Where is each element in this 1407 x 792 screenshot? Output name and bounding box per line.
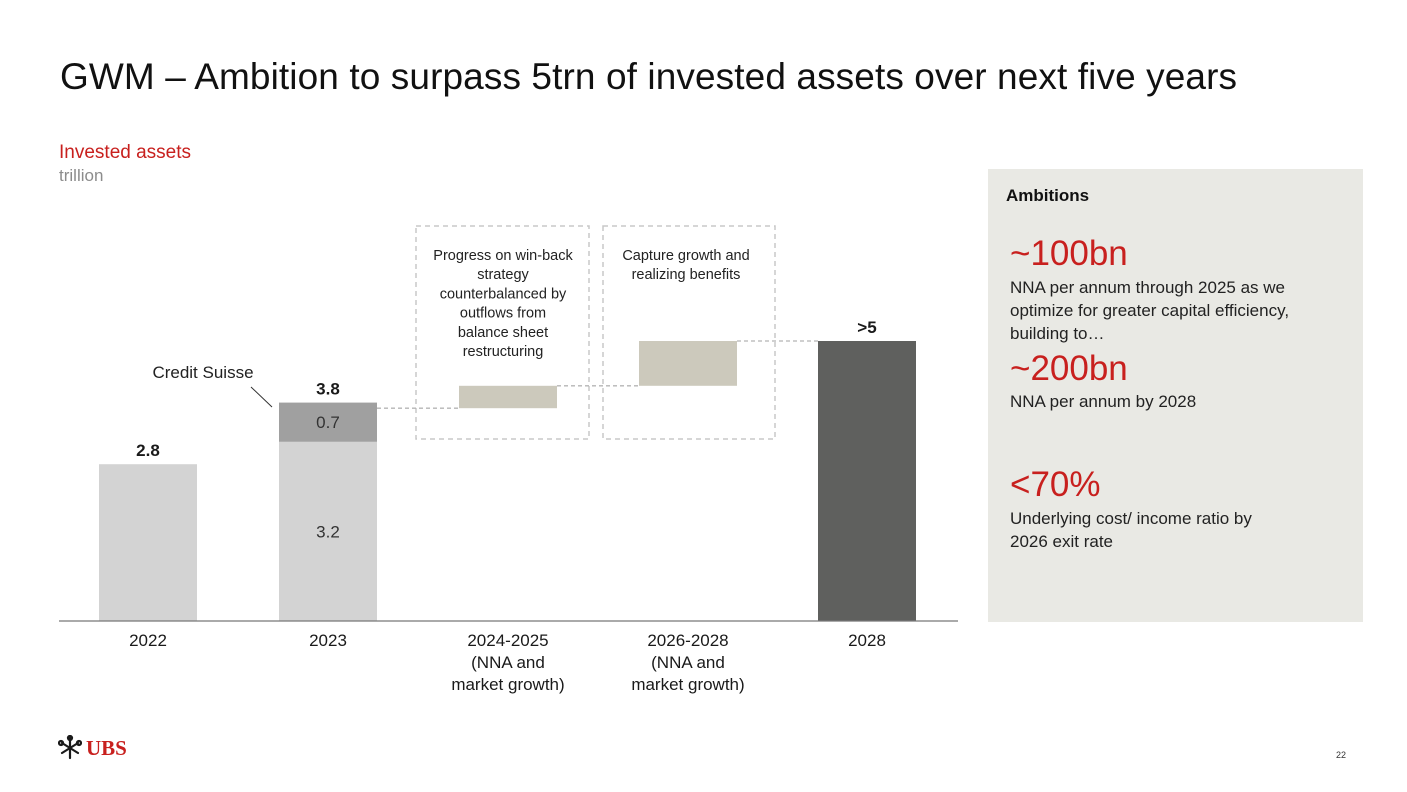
bar-2022 [99, 464, 197, 621]
x-tick-label-3-line-3: market growth) [451, 675, 564, 694]
annotation-2024-2025-line-5: balance sheet [458, 325, 548, 341]
x-tick-label-4-line-2: (NNA and [651, 653, 725, 672]
ambitions-panel: Ambitions ~100bn NNA per annum through 2… [988, 169, 1363, 622]
ubs-logo-text: UBS [86, 735, 127, 760]
annotation-2024-2025-line-4: outflows from [460, 306, 546, 322]
ubs-keys-icon [58, 735, 82, 760]
x-tick-label-2-line-1: 2023 [309, 631, 347, 650]
ambition-value-nna-2025: ~100bn [1010, 234, 1128, 273]
credit-suisse-callout: Credit Suisse [152, 363, 253, 382]
bar-segment-2023-credit-suisse [279, 402, 377, 442]
increment-bar-2026-2028 [639, 341, 737, 386]
x-tick-label-5-line-1: 2028 [848, 631, 886, 650]
segment-label-2023-ubs: 3.2 [316, 522, 340, 541]
chart-subtitle: Invested assets [59, 142, 192, 163]
x-tick-label-4-line-1: 2026-2028 [647, 631, 728, 650]
credit-suisse-leader-line [250, 386, 273, 408]
bar-segment-2023-ubs [279, 441, 377, 621]
bar-total-label-2022: 2.8 [136, 441, 160, 460]
invested-assets-chart: 2.8 3.2 0.7 3.8 >5 2022 2023 2024-2025 (NNA and m… [59, 225, 958, 694]
x-tick-label-4-line-3: market growth) [631, 675, 744, 694]
bar-2028 [818, 341, 916, 621]
annotation-2024-2025-line-3: counterbalanced by [440, 286, 567, 302]
ambition-desc-nna-2025: NNA per annum through 2025 as we optimiz… [1010, 278, 1290, 343]
ambition-desc-cost-income: Underlying cost/ income ratio by 2026 ex… [1010, 509, 1252, 551]
ubs-logo: UBS [58, 735, 127, 761]
chart-unit: trillion [59, 166, 104, 185]
annotation-2026-2028-line-1: Capture growth and [622, 248, 749, 264]
annotation-box-2026-2028 [602, 225, 776, 440]
annotation-box-2024-2025 [415, 225, 590, 440]
increment-bar-2024-2025 [459, 385, 557, 409]
page-number: 22 [1336, 750, 1347, 760]
ambition-desc-nna-2028: NNA per annum by 2028 [1010, 392, 1197, 411]
x-tick-label-3-line-1: 2024-2025 [467, 631, 548, 650]
bar-total-label-2028: >5 [857, 318, 876, 337]
x-tick-label-3-line-2: (NNA and [471, 653, 545, 672]
annotation-2024-2025-line-1: Progress on win-back [433, 248, 573, 264]
slide-title: GWM – Ambition to surpass 5trn of invest… [60, 56, 1238, 97]
x-tick-label-1-line-1: 2022 [129, 631, 167, 650]
bar-total-label-2023: 3.8 [316, 380, 340, 399]
annotation-2026-2028-line-2: realizing benefits [632, 267, 741, 283]
segment-label-2023-credit-suisse: 0.7 [316, 413, 340, 432]
ambitions-heading: Ambitions [1006, 186, 1090, 205]
ambition-value-cost-income: <70% [1010, 465, 1101, 504]
ambition-value-nna-2028: ~200bn [1010, 349, 1128, 388]
annotation-2024-2025-line-6: restructuring [463, 344, 544, 360]
annotation-2024-2025-line-2: strategy [477, 267, 529, 283]
